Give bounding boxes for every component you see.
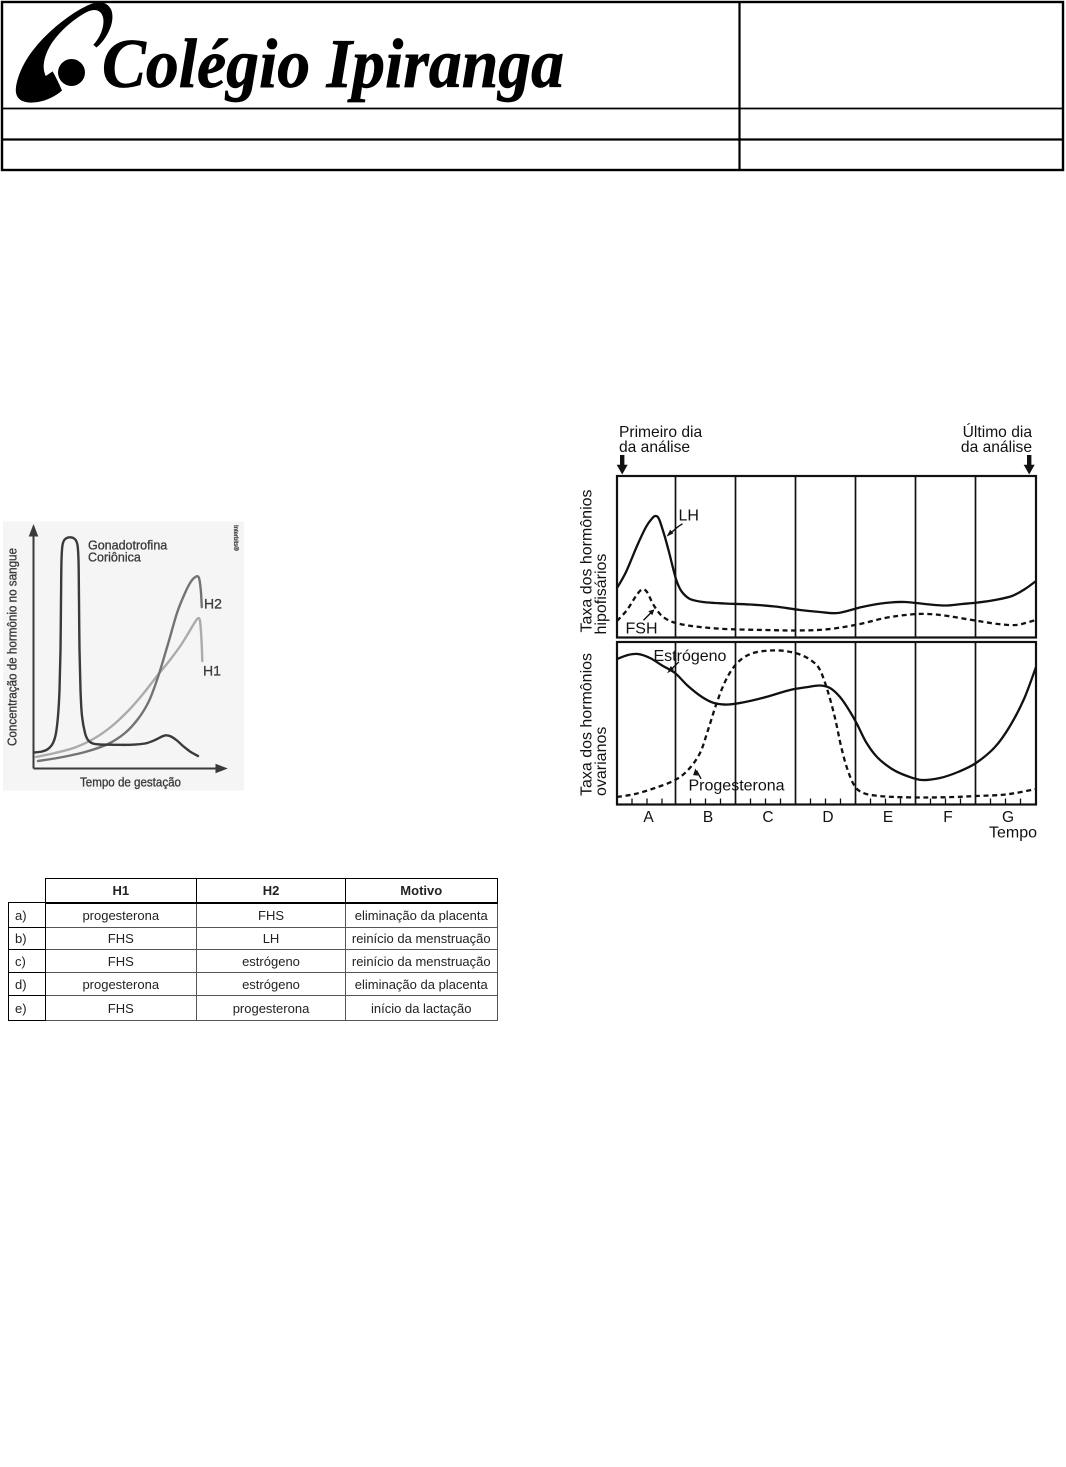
svg-text:Interbits®: Interbits® bbox=[232, 525, 239, 551]
svg-text:Progesterona: Progesterona bbox=[689, 778, 785, 795]
svg-text:da análise: da análise bbox=[619, 439, 690, 456]
svg-text:Último dia: Último dia bbox=[963, 422, 1033, 441]
svg-text:FSH: FSH bbox=[626, 621, 658, 638]
svg-text:ovarianos: ovarianos bbox=[593, 727, 610, 796]
svg-text:da análise: da análise bbox=[961, 439, 1032, 456]
svg-text:Concentração de hormônio no sa: Concentração de hormônio no sangue bbox=[6, 548, 20, 746]
svg-text:H1: H1 bbox=[203, 663, 221, 679]
svg-text:G: G bbox=[1002, 809, 1014, 826]
svg-text:Taxa dos hormônios: Taxa dos hormônios bbox=[579, 490, 596, 633]
svg-text:B: B bbox=[703, 809, 713, 826]
svg-text:Gonadotrofina: Gonadotrofina bbox=[88, 539, 167, 553]
svg-text:C: C bbox=[762, 809, 773, 826]
svg-text:F: F bbox=[943, 809, 952, 826]
svg-text:Primeiro dia: Primeiro dia bbox=[619, 424, 703, 441]
svg-text:LH: LH bbox=[679, 508, 699, 525]
svg-text:Estrógeno: Estrógeno bbox=[654, 648, 727, 665]
svg-text:Tempo: Tempo bbox=[989, 825, 1037, 842]
svg-text:Taxa dos hormônios: Taxa dos hormônios bbox=[579, 653, 596, 796]
svg-text:hipofisários: hipofisários bbox=[593, 554, 610, 635]
svg-text:Coriônica: Coriônica bbox=[88, 551, 141, 565]
svg-text:E: E bbox=[883, 809, 893, 826]
svg-text:A: A bbox=[643, 809, 654, 826]
svg-text:Tempo de gestação: Tempo de gestação bbox=[80, 776, 181, 790]
svg-text:H2: H2 bbox=[204, 596, 222, 612]
svg-text:Colégio Ipiranga: Colégio Ipiranga bbox=[102, 26, 564, 103]
svg-text:D: D bbox=[822, 809, 833, 826]
